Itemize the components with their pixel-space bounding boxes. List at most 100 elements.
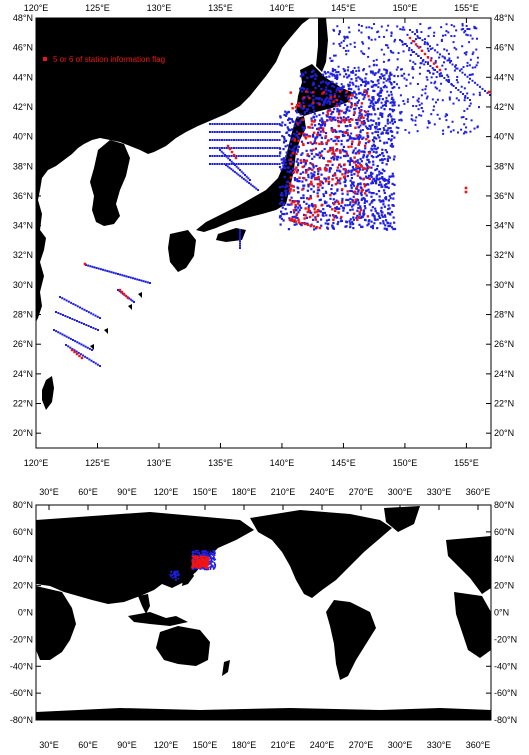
world-station-layer bbox=[169, 549, 217, 581]
station-marker bbox=[221, 123, 223, 125]
station-marker bbox=[371, 172, 374, 175]
station-marker bbox=[297, 139, 300, 143]
station-marker bbox=[363, 150, 366, 154]
station-marker bbox=[371, 227, 375, 230]
station-marker bbox=[296, 169, 300, 172]
station-marker bbox=[444, 34, 447, 37]
station-marker bbox=[106, 270, 109, 272]
station-marker bbox=[393, 221, 396, 224]
station-marker bbox=[336, 166, 340, 169]
station-marker bbox=[447, 75, 450, 78]
station-marker bbox=[331, 67, 334, 70]
station-marker bbox=[207, 560, 209, 563]
station-marker bbox=[202, 561, 205, 564]
station-marker bbox=[206, 553, 208, 556]
station-marker bbox=[64, 315, 67, 317]
station-marker bbox=[387, 78, 390, 81]
lat-tick-label-left: 40°N bbox=[13, 132, 33, 142]
station-marker bbox=[383, 35, 386, 38]
station-marker bbox=[354, 201, 357, 204]
station-marker bbox=[301, 107, 304, 110]
station-marker bbox=[340, 41, 343, 44]
station-marker bbox=[333, 154, 336, 158]
station-marker bbox=[57, 312, 60, 314]
station-marker bbox=[382, 60, 385, 63]
station-marker bbox=[220, 150, 223, 153]
station-marker bbox=[63, 298, 66, 301]
station-marker bbox=[233, 131, 235, 133]
station-marker bbox=[322, 208, 325, 211]
station-marker bbox=[424, 61, 427, 63]
station-marker bbox=[364, 80, 367, 83]
station-marker bbox=[61, 297, 64, 300]
station-marker bbox=[313, 208, 316, 211]
station-marker bbox=[434, 60, 437, 63]
station-marker bbox=[391, 172, 394, 175]
station-marker bbox=[331, 224, 334, 227]
station-marker bbox=[430, 81, 433, 84]
lat-tick-label-right: 24°N bbox=[494, 369, 514, 379]
station-marker bbox=[382, 126, 385, 129]
station-marker bbox=[374, 210, 377, 213]
station-marker bbox=[479, 85, 481, 88]
station-marker bbox=[464, 186, 468, 190]
station-marker bbox=[76, 305, 79, 308]
station-marker bbox=[353, 67, 356, 70]
station-marker bbox=[308, 154, 311, 158]
station-marker bbox=[287, 118, 290, 122]
station-marker bbox=[411, 67, 414, 70]
station-marker bbox=[401, 28, 404, 31]
station-marker bbox=[221, 155, 223, 157]
station-marker bbox=[386, 131, 389, 135]
station-marker bbox=[420, 114, 423, 117]
station-marker bbox=[319, 130, 322, 133]
station-marker bbox=[326, 139, 330, 142]
station-marker bbox=[351, 81, 354, 85]
station-marker bbox=[249, 183, 252, 186]
station-marker bbox=[312, 105, 315, 108]
station-marker bbox=[313, 211, 317, 214]
station-marker bbox=[221, 139, 223, 141]
station-marker bbox=[382, 199, 385, 202]
world-lon-label-top: 150°E bbox=[193, 487, 218, 497]
station-marker bbox=[358, 162, 361, 165]
station-marker bbox=[142, 280, 145, 283]
station-marker bbox=[363, 198, 366, 201]
station-marker bbox=[83, 308, 86, 311]
station-marker bbox=[325, 114, 328, 117]
station-marker bbox=[325, 214, 328, 217]
station-marker bbox=[247, 163, 250, 165]
station-marker bbox=[332, 73, 335, 76]
station-marker bbox=[332, 100, 335, 103]
station-marker bbox=[341, 199, 344, 203]
station-marker bbox=[336, 110, 339, 113]
station-marker bbox=[427, 69, 430, 72]
station-marker bbox=[441, 55, 444, 58]
station-marker bbox=[276, 131, 279, 133]
station-marker bbox=[359, 129, 362, 132]
station-marker bbox=[312, 218, 315, 221]
station-marker bbox=[371, 214, 374, 217]
station-marker bbox=[340, 83, 343, 86]
station-marker bbox=[302, 196, 305, 200]
station-marker bbox=[358, 141, 361, 144]
station-marker bbox=[82, 344, 85, 347]
station-marker bbox=[346, 44, 349, 47]
station-marker bbox=[373, 136, 376, 139]
station-marker bbox=[199, 556, 202, 558]
station-marker bbox=[278, 152, 282, 155]
world-lon-label-top: 330°E bbox=[427, 487, 452, 497]
station-marker bbox=[323, 70, 326, 74]
station-marker bbox=[378, 68, 381, 71]
station-marker bbox=[320, 87, 323, 91]
station-marker bbox=[427, 35, 430, 38]
station-marker bbox=[245, 139, 247, 141]
station-marker bbox=[380, 101, 383, 104]
station-marker bbox=[366, 224, 369, 227]
station-marker bbox=[288, 121, 291, 124]
station-marker bbox=[297, 162, 300, 165]
station-marker bbox=[298, 204, 301, 207]
lon-tick-label-top: 135°E bbox=[208, 3, 233, 13]
station-marker bbox=[375, 125, 378, 128]
station-marker bbox=[223, 163, 226, 165]
